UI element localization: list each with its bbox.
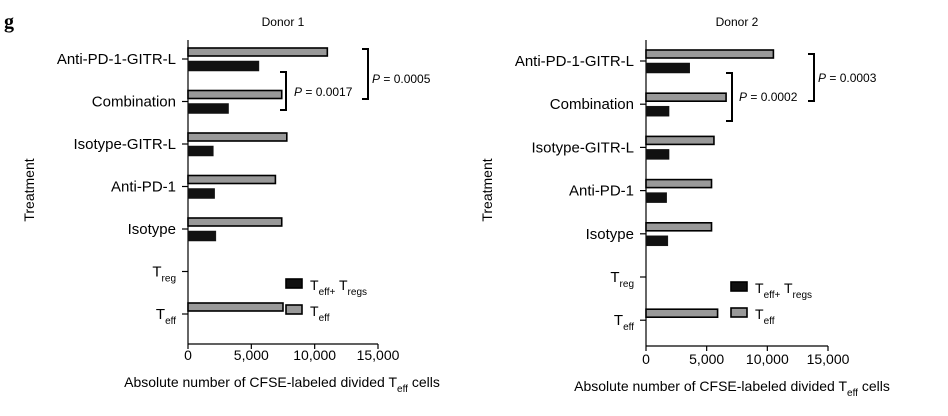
chart-title: Donor 1 [262, 15, 305, 29]
x-tick-label: 0 [642, 351, 650, 367]
bar-teff [645, 92, 727, 102]
bar-teff [645, 135, 715, 146]
p-value-label: P = 0.0003 [818, 71, 877, 85]
significance-bracket [726, 72, 733, 122]
significance-bracket [280, 71, 287, 111]
bar-teff-tregs [187, 230, 217, 242]
category-label: Treg [152, 264, 176, 285]
bar-teff-tregs [187, 60, 260, 72]
bar-teff [645, 178, 713, 189]
panel-letter: g [4, 11, 14, 33]
category-label: Anti-PD-1 [569, 183, 634, 200]
category-label: Combination [92, 94, 176, 111]
x-tick-label: 0 [184, 347, 192, 363]
category-label: Teff [614, 312, 634, 333]
bar-teff [187, 132, 288, 142]
x-axis-label: Absolute number of CFSE-labeled divided … [574, 378, 890, 399]
bar-teff-tregs [645, 62, 690, 74]
category-label: Isotype [586, 226, 634, 243]
panel-donor-2: Donor 2 Treatment 0 5,000 10,000 15,000 Anti-P… [479, 15, 890, 399]
bar-teff [187, 89, 283, 100]
y-axis-label: Treatment [479, 158, 495, 221]
bar-teff [645, 49, 775, 59]
x-axis-label: Absolute number of CFSE-labeled divided … [124, 374, 440, 395]
bar-teff [645, 222, 713, 232]
bar-teff-tregs [645, 105, 670, 117]
category-label: Teff [156, 306, 176, 327]
x-tick-label: 15,000 [357, 347, 400, 363]
bar-teff-tregs [187, 145, 214, 157]
x-tick-label: 10,000 [746, 351, 789, 367]
y-axis-label: Treatment [21, 158, 37, 221]
x-tick-label: 15,000 [807, 351, 850, 367]
bar-teff [187, 47, 329, 57]
category-label: Isotype-GITR-L [531, 139, 634, 156]
x-tick-label: 10,000 [293, 347, 336, 363]
legend-label-teff: Teff [755, 306, 775, 327]
legend-swatch-teff [285, 304, 303, 315]
bar-teff [645, 308, 719, 319]
significance-bracket [808, 53, 815, 102]
bar-teff-tregs [187, 188, 215, 199]
chart-title: Donor 2 [716, 15, 759, 29]
legend-swatch-teff-tregs [285, 278, 303, 289]
bar-teff-tregs [645, 192, 667, 203]
bar-teff-tregs [645, 149, 670, 160]
legend-label-teff-tregs: Teff+ Tregs [310, 277, 367, 298]
legend-label-teff-tregs: Teff+ Tregs [755, 280, 812, 301]
category-label: Anti-PD-1-GITR-L [57, 51, 176, 68]
category-label: Combination [550, 96, 634, 113]
category-label: Isotype-GITR-L [73, 136, 176, 153]
category-label: Anti-PD-1 [111, 179, 176, 196]
panel-donor-1: Donor 1 Treatment 0 5,000 10,000 15,000 Anti-P… [21, 15, 440, 395]
category-label: Anti-PD-1-GITR-L [515, 53, 634, 70]
bar-teff [187, 302, 284, 312]
legend-swatch-teff [730, 307, 748, 318]
bar-teff-tregs [187, 103, 229, 114]
legend-swatch-teff-tregs [730, 281, 748, 292]
category-label: Treg [610, 269, 634, 290]
category-label: Isotype [128, 221, 176, 238]
x-tick-label: 5,000 [689, 351, 724, 367]
x-tick-label: 5,000 [234, 347, 269, 363]
p-value-label: P = 0.0002 [739, 90, 798, 104]
significance-bracket [362, 48, 369, 100]
legend-label-teff: Teff [310, 303, 330, 324]
p-value-label: P = 0.0017 [294, 85, 353, 99]
bar-teff [187, 174, 277, 185]
p-value-label: P = 0.0005 [372, 72, 431, 86]
bar-teff-tregs [645, 235, 669, 247]
bar-teff [187, 217, 283, 227]
